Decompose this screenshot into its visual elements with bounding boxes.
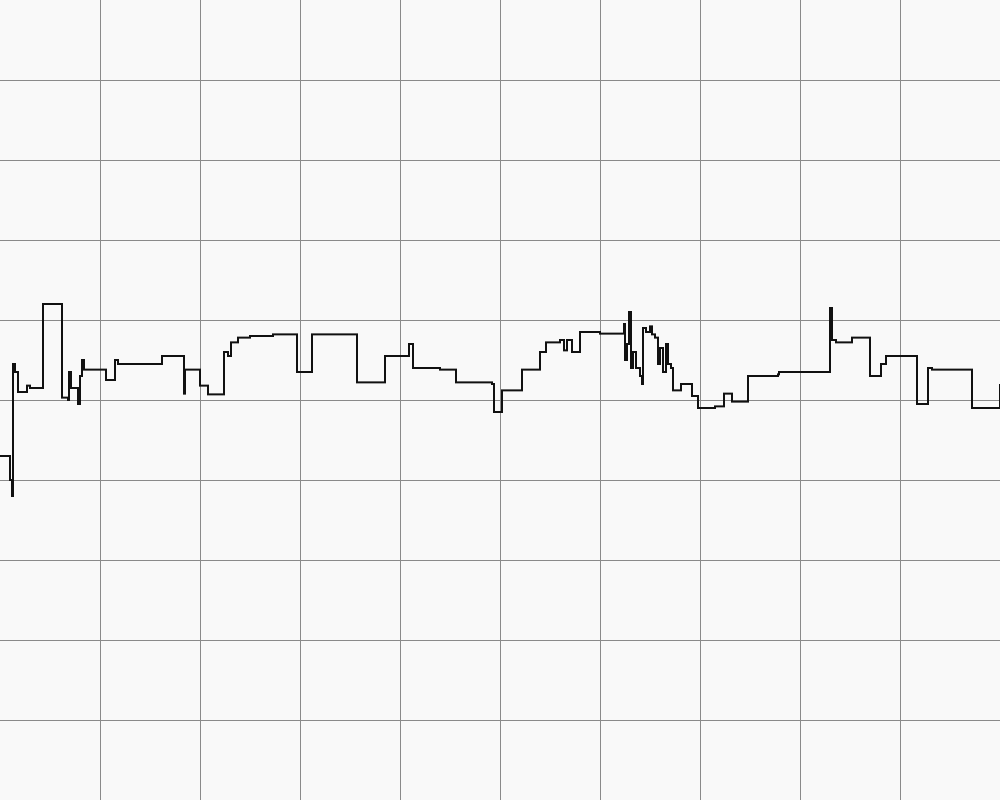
series-group xyxy=(0,303,1000,497)
series-line-0 xyxy=(0,303,1000,497)
